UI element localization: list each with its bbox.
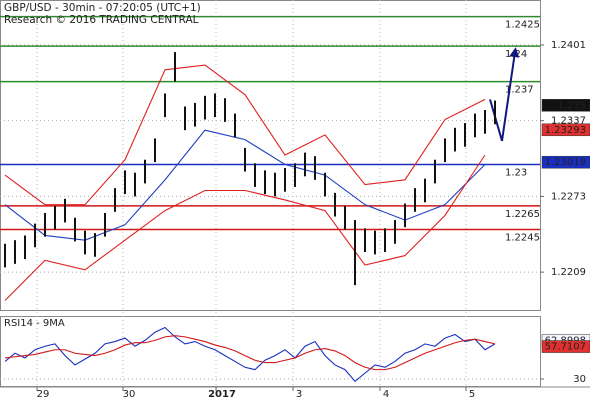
y-tick-label: 1.2273: [551, 191, 586, 202]
badge-label: 1.23019: [545, 157, 586, 168]
level-label: 1.24: [505, 49, 527, 60]
badge-label: 1.235: [557, 100, 586, 111]
price-badge: [541, 123, 590, 137]
indicator-line: [4, 64, 486, 206]
rsi-pane: [0, 316, 541, 387]
rsi-title: RSI14 - 9MA: [4, 318, 65, 329]
x-tick-label: 5: [469, 389, 475, 400]
level-label: 1.237: [505, 85, 534, 96]
level-label: 1.2245: [505, 233, 540, 244]
x-tick-label: 4: [383, 389, 389, 400]
badge-label: 1.23293: [545, 125, 586, 136]
level-label: 1.23: [505, 167, 527, 178]
y-tick-label: 1.2337: [551, 116, 586, 127]
indicator-line: [4, 326, 496, 383]
level-label: 1.2265: [505, 209, 540, 220]
indicator-line: [4, 129, 486, 241]
badge-label: 57.7107: [545, 342, 586, 353]
y-tick-label: 30: [573, 374, 586, 385]
chart-subtitle: Research © 2016 TRADING CENTRAL: [4, 14, 199, 26]
price-badge: [541, 340, 590, 353]
x-tick-label: 29: [37, 389, 50, 400]
x-tick-label: 30: [123, 389, 136, 400]
y-tick-label: 1.2401: [551, 40, 586, 51]
x-tick-label: 2017: [208, 389, 236, 400]
forecast-arrow: [489, 47, 520, 142]
level-label: 1.2425: [505, 20, 540, 31]
y-tick-label: 1.2209: [551, 267, 586, 278]
price-pane: [0, 0, 541, 311]
indicator-line: [4, 335, 496, 371]
price-badge: [541, 99, 590, 112]
x-tick-label: 3: [296, 389, 302, 400]
price-badge: [541, 155, 590, 169]
indicator-line: [4, 154, 486, 301]
chart-title: GBP/USD - 30min - 07:20:05 (UTC+1): [4, 2, 201, 14]
